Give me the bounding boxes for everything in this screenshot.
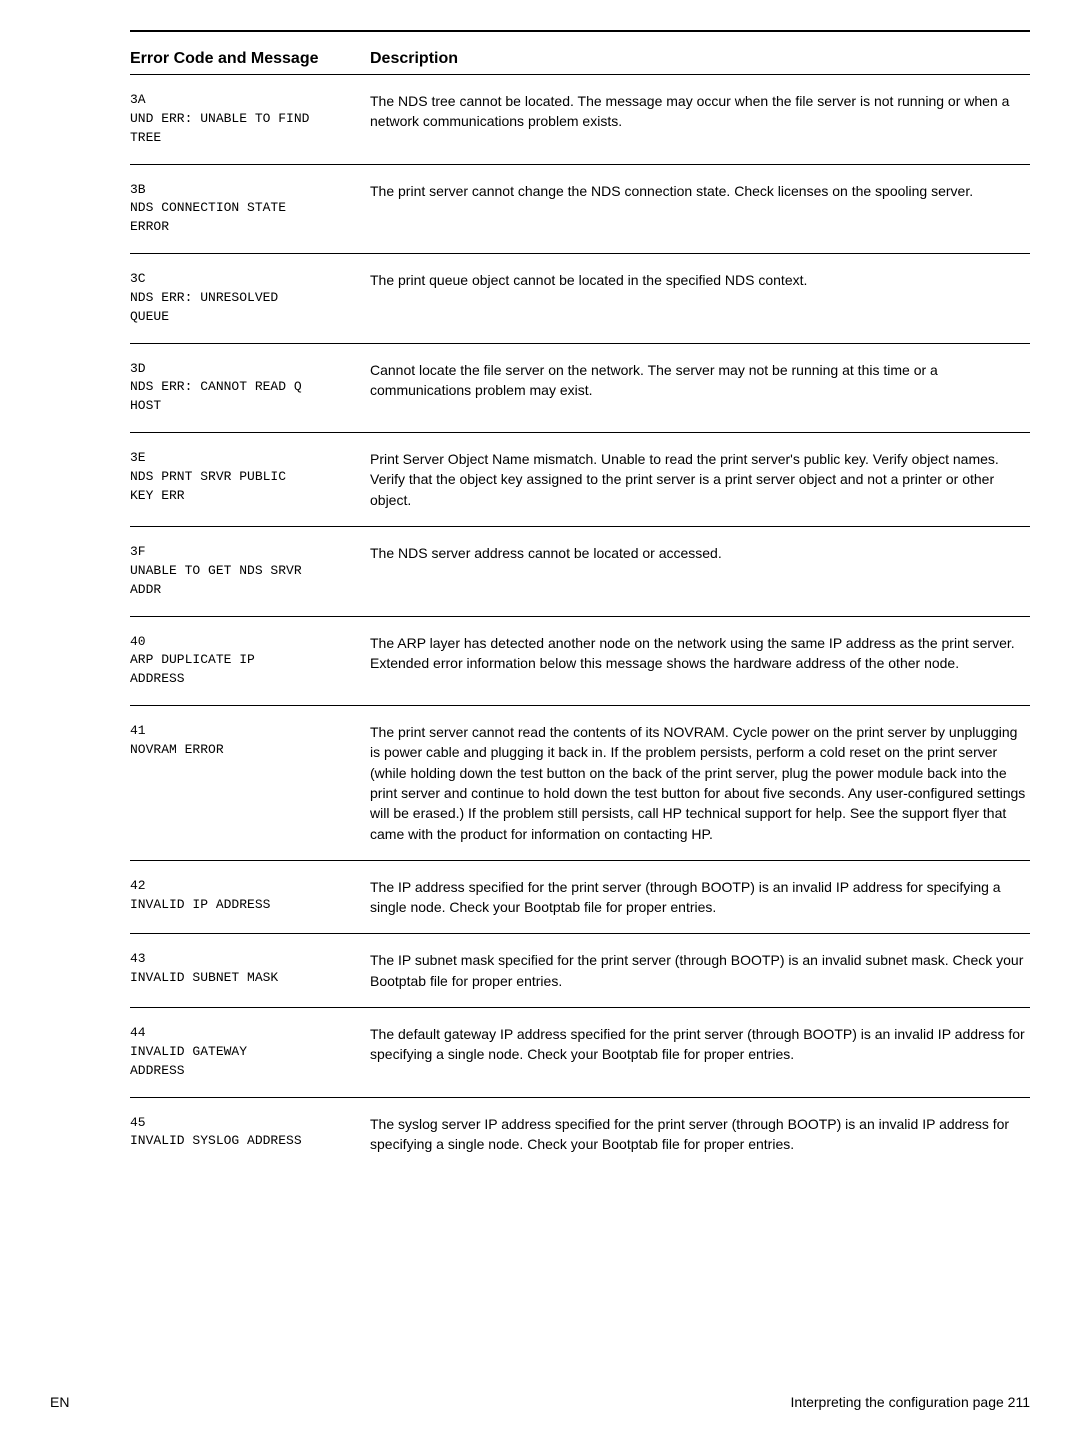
error-code-cell: 3D NDS ERR: CANNOT READ Q HOST: [130, 343, 370, 433]
description-cell: The syslog server IP address specified f…: [370, 1097, 1030, 1170]
table-row: 3C NDS ERR: UNRESOLVED QUEUE The print q…: [130, 254, 1030, 344]
error-code-cell: 3C NDS ERR: UNRESOLVED QUEUE: [130, 254, 370, 344]
table-row: 45 INVALID SYSLOG ADDRESS The syslog ser…: [130, 1097, 1030, 1170]
page-footer: EN Interpreting the configuration page 2…: [50, 1394, 1030, 1410]
table-row: 3B NDS CONNECTION STATE ERROR The print …: [130, 164, 1030, 254]
error-code-cell: 42 INVALID IP ADDRESS: [130, 860, 370, 934]
description-cell: The IP subnet mask specified for the pri…: [370, 934, 1030, 1008]
error-code-cell: 3E NDS PRNT SRVR PUBLIC KEY ERR: [130, 433, 370, 527]
description-cell: The print server cannot change the NDS c…: [370, 164, 1030, 254]
footer-left: EN: [50, 1394, 69, 1410]
table-row: 42 INVALID IP ADDRESS The IP address spe…: [130, 860, 1030, 934]
table-row: 3A UND ERR: UNABLE TO FIND TREE The NDS …: [130, 75, 1030, 164]
error-code-cell: 43 INVALID SUBNET MASK: [130, 934, 370, 1008]
error-code-cell: 3F UNABLE TO GET NDS SRVR ADDR: [130, 527, 370, 617]
table-header-row: Error Code and Message Description: [130, 50, 1030, 75]
table-row: 41 NOVRAM ERROR The print server cannot …: [130, 706, 1030, 861]
table-row: 43 INVALID SUBNET MASK The IP subnet mas…: [130, 934, 1030, 1008]
description-cell: The NDS server address cannot be located…: [370, 527, 1030, 617]
table-row: 44 INVALID GATEWAY ADDRESS The default g…: [130, 1008, 1030, 1098]
description-cell: Cannot locate the file server on the net…: [370, 343, 1030, 433]
description-cell: The ARP layer has detected another node …: [370, 616, 1030, 706]
description-cell: The print server cannot read the content…: [370, 706, 1030, 861]
header-error-code: Error Code and Message: [130, 50, 370, 68]
footer-right: Interpreting the configuration page 211: [791, 1394, 1030, 1410]
table-row: 3E NDS PRNT SRVR PUBLIC KEY ERR Print Se…: [130, 433, 1030, 527]
table-row: 3F UNABLE TO GET NDS SRVR ADDR The NDS s…: [130, 527, 1030, 617]
description-cell: The NDS tree cannot be located. The mess…: [370, 75, 1030, 164]
error-code-cell: 3B NDS CONNECTION STATE ERROR: [130, 164, 370, 254]
error-table: 3A UND ERR: UNABLE TO FIND TREE The NDS …: [130, 75, 1030, 1170]
top-rule: [130, 30, 1030, 32]
error-code-cell: 44 INVALID GATEWAY ADDRESS: [130, 1008, 370, 1098]
error-code-cell: 3A UND ERR: UNABLE TO FIND TREE: [130, 75, 370, 164]
description-cell: The print queue object cannot be located…: [370, 254, 1030, 344]
header-description: Description: [370, 50, 458, 68]
error-code-cell: 41 NOVRAM ERROR: [130, 706, 370, 861]
description-cell: The default gateway IP address specified…: [370, 1008, 1030, 1098]
table-row: 40 ARP DUPLICATE IP ADDRESS The ARP laye…: [130, 616, 1030, 706]
error-code-cell: 40 ARP DUPLICATE IP ADDRESS: [130, 616, 370, 706]
error-code-cell: 45 INVALID SYSLOG ADDRESS: [130, 1097, 370, 1170]
description-cell: The IP address specified for the print s…: [370, 860, 1030, 934]
table-row: 3D NDS ERR: CANNOT READ Q HOST Cannot lo…: [130, 343, 1030, 433]
description-cell: Print Server Object Name mismatch. Unabl…: [370, 433, 1030, 527]
